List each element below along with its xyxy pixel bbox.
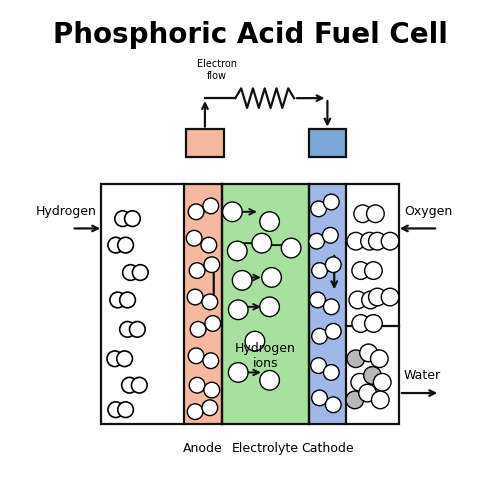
Circle shape <box>326 257 341 272</box>
Text: Phosphoric Acid Fuel Cell: Phosphoric Acid Fuel Cell <box>52 21 448 49</box>
Text: Electrolyte: Electrolyte <box>232 442 298 455</box>
Circle shape <box>188 204 204 220</box>
Circle shape <box>188 348 204 364</box>
Text: Water: Water <box>404 369 441 382</box>
Bar <box>309 130 346 157</box>
Circle shape <box>122 264 138 280</box>
Circle shape <box>132 378 147 393</box>
Circle shape <box>366 205 384 222</box>
Circle shape <box>124 211 140 226</box>
Bar <box>184 184 222 424</box>
Circle shape <box>346 391 364 408</box>
Bar <box>101 184 399 424</box>
Circle shape <box>362 291 380 309</box>
Circle shape <box>228 241 247 261</box>
Circle shape <box>108 238 124 253</box>
Circle shape <box>262 268 281 287</box>
Circle shape <box>252 234 272 253</box>
Circle shape <box>190 322 206 337</box>
Text: Anode: Anode <box>183 442 223 455</box>
Circle shape <box>120 322 136 337</box>
Circle shape <box>222 202 242 222</box>
Circle shape <box>202 400 218 415</box>
Circle shape <box>364 314 382 332</box>
Circle shape <box>110 292 126 308</box>
Circle shape <box>352 262 370 280</box>
Circle shape <box>364 262 382 280</box>
Circle shape <box>309 234 324 249</box>
Text: Cathode: Cathode <box>301 442 354 455</box>
Circle shape <box>204 382 220 398</box>
Circle shape <box>232 270 252 290</box>
Circle shape <box>186 230 202 246</box>
Circle shape <box>190 262 205 278</box>
Circle shape <box>360 232 378 250</box>
Bar <box>186 130 224 157</box>
Circle shape <box>204 257 220 272</box>
Circle shape <box>354 205 372 222</box>
Circle shape <box>368 288 386 306</box>
Circle shape <box>370 350 388 368</box>
Bar <box>222 184 309 424</box>
Circle shape <box>352 314 370 332</box>
Circle shape <box>228 300 248 320</box>
Circle shape <box>372 391 389 408</box>
Circle shape <box>130 322 145 337</box>
Circle shape <box>326 397 341 412</box>
Circle shape <box>188 404 203 419</box>
Circle shape <box>122 378 138 393</box>
Circle shape <box>203 353 218 368</box>
Circle shape <box>245 332 264 351</box>
Circle shape <box>115 211 130 226</box>
Circle shape <box>368 232 386 250</box>
Circle shape <box>282 238 301 258</box>
Circle shape <box>132 264 148 280</box>
Circle shape <box>360 344 378 362</box>
Circle shape <box>107 351 122 366</box>
Circle shape <box>310 292 326 308</box>
Circle shape <box>228 362 248 382</box>
Circle shape <box>120 292 136 308</box>
Circle shape <box>260 212 280 232</box>
Circle shape <box>310 201 326 216</box>
Circle shape <box>202 294 218 310</box>
Circle shape <box>188 289 203 305</box>
Circle shape <box>117 351 132 366</box>
Circle shape <box>203 198 218 214</box>
Text: Hydrogen: Hydrogen <box>36 206 96 218</box>
Circle shape <box>324 194 339 210</box>
Circle shape <box>118 238 134 253</box>
Circle shape <box>349 291 366 309</box>
Circle shape <box>382 288 399 306</box>
Text: Hydrogen
ions: Hydrogen ions <box>234 342 296 370</box>
Circle shape <box>190 378 205 393</box>
Circle shape <box>201 238 216 253</box>
Circle shape <box>312 328 328 344</box>
Circle shape <box>322 228 338 243</box>
Circle shape <box>312 262 328 278</box>
Circle shape <box>260 297 280 316</box>
Circle shape <box>118 402 134 417</box>
Circle shape <box>205 316 220 332</box>
Circle shape <box>358 384 376 402</box>
Circle shape <box>326 324 341 339</box>
Circle shape <box>310 358 326 374</box>
Circle shape <box>324 299 339 314</box>
Circle shape <box>108 402 124 417</box>
Bar <box>309 184 346 424</box>
Circle shape <box>351 374 368 391</box>
Circle shape <box>324 364 339 380</box>
Circle shape <box>374 374 391 391</box>
Text: Electron
flow: Electron flow <box>196 59 236 80</box>
Text: Oxygen: Oxygen <box>404 206 452 218</box>
Circle shape <box>347 350 364 368</box>
Circle shape <box>260 370 280 390</box>
Circle shape <box>364 366 382 384</box>
Circle shape <box>382 232 399 250</box>
Circle shape <box>312 390 328 406</box>
Circle shape <box>347 232 364 250</box>
